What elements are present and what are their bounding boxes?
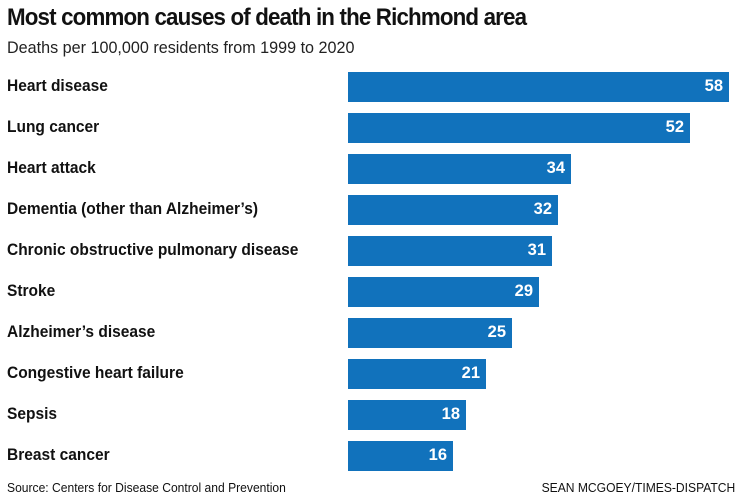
bar: 18: [348, 400, 466, 430]
bar: 29: [348, 277, 539, 307]
bar-row: Lung cancer 52: [0, 113, 739, 143]
bar-value-label: 31: [527, 241, 546, 259]
bar-row: Sepsis 18: [0, 400, 739, 430]
bar: 16: [348, 441, 453, 471]
bar-row: Heart attack 34: [0, 154, 739, 184]
bar-value-label: 21: [461, 364, 480, 382]
bar-label: Alzheimer’s disease: [7, 323, 156, 341]
bar-row: Stroke 29: [0, 277, 739, 307]
bar: 32: [348, 195, 558, 225]
bar-value-label: 32: [533, 200, 552, 218]
bar-value-label: 52: [665, 118, 684, 136]
bar: 34: [348, 154, 571, 184]
bar-row: Chronic obstructive pulmonary disease 31: [0, 236, 739, 266]
bar-label: Sepsis: [7, 405, 58, 423]
bar-row: Alzheimer’s disease 25: [0, 318, 739, 348]
bar: 31: [348, 236, 552, 266]
bar-label: Stroke: [7, 282, 56, 300]
bar-value-label: 18: [441, 405, 460, 423]
bar-label: Congestive heart failure: [7, 364, 184, 382]
bar: 25: [348, 318, 512, 348]
bar-row: Dementia (other than Alzheimer’s) 32: [0, 195, 739, 225]
bar: 52: [348, 113, 690, 143]
bar-label: Heart disease: [7, 77, 108, 95]
source-note: Source: Centers for Disease Control and …: [7, 480, 286, 495]
bar-value-label: 29: [514, 282, 533, 300]
bar: 58: [348, 72, 729, 102]
bar-value-label: 16: [428, 446, 447, 464]
bar-row: Heart disease 58: [0, 72, 739, 102]
bar-value-label: 25: [487, 323, 506, 341]
bar-value-label: 58: [704, 77, 723, 95]
chart-title: Most common causes of death in the Richm…: [7, 4, 527, 31]
bar-label: Chronic obstructive pulmonary disease: [7, 241, 299, 259]
chart-subtitle: Deaths per 100,000 residents from 1999 t…: [7, 38, 355, 57]
bar: 21: [348, 359, 486, 389]
bar-row: Breast cancer 16: [0, 441, 739, 471]
credit-note: SEAN MCGOEY/TIMES-DISPATCH: [541, 480, 735, 495]
bar-label: Heart attack: [7, 159, 96, 177]
bar-row: Congestive heart failure 21: [0, 359, 739, 389]
bar-value-label: 34: [546, 159, 565, 177]
bar-label: Breast cancer: [7, 446, 110, 464]
bar-label: Dementia (other than Alzheimer’s): [7, 200, 259, 218]
bar-label: Lung cancer: [7, 118, 100, 136]
